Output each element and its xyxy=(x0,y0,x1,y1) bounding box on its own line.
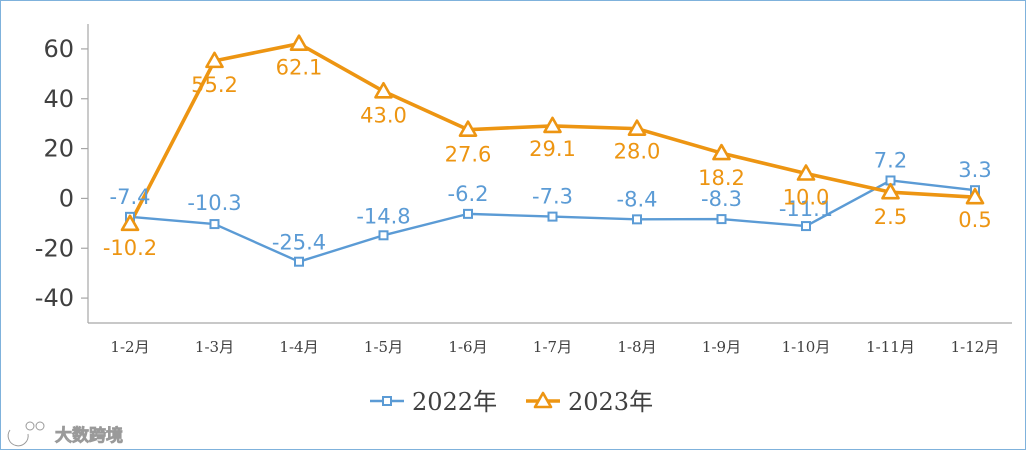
series-1-data-label: 3.3 xyxy=(958,158,991,182)
series-2-point xyxy=(965,187,985,205)
series-1-point xyxy=(801,221,811,232)
series-1-point xyxy=(463,208,473,219)
series-1-data-label: -11.1 xyxy=(779,197,833,221)
series-2-data-label: -10.2 xyxy=(103,236,157,260)
series-1-data-label: -8.3 xyxy=(701,187,742,211)
series-1-data-label: -7.4 xyxy=(110,185,151,209)
y-tick-label: -20 xyxy=(35,234,74,262)
series-2-point xyxy=(374,81,393,99)
legend-marker-triangle xyxy=(533,391,553,409)
series-2-point xyxy=(543,116,562,134)
data-labels: -7.4 -10.3 -25.4 -14.8 -6.2 -7.3 -8.4 -8.3 -11.1… xyxy=(103,56,992,260)
x-tick-label: 1-3月 xyxy=(195,338,234,356)
x-tick-label: 1-7月 xyxy=(533,338,572,356)
series-1-data-label: -14.8 xyxy=(356,204,410,228)
y-tick-label: 0 xyxy=(59,184,74,212)
legend-marker-square xyxy=(382,396,392,406)
series-1-point xyxy=(294,256,304,267)
x-tick-label: 1-6月 xyxy=(448,338,487,356)
y-tick-label: 20 xyxy=(43,135,74,163)
x-axis-ticks: 1-2月 1-3月 1-4月 1-5月 1-6月 1-7月 1-8月 1-9月 1-10月 1-1… xyxy=(110,338,999,356)
series-1-point xyxy=(378,230,389,241)
series-2-data-label: 43.0 xyxy=(360,103,407,127)
series-1-point xyxy=(632,214,642,225)
series-2-data-label: 27.6 xyxy=(445,143,492,167)
series-1-point xyxy=(716,214,727,225)
x-tick-label: 1-2月 xyxy=(110,338,149,356)
series-2-point xyxy=(712,143,731,161)
series-1-data-label: -8.4 xyxy=(617,187,658,211)
series-2-point xyxy=(289,34,309,51)
series-2-point xyxy=(120,214,140,232)
series-2-data-label: 2.5 xyxy=(874,205,907,229)
watermark-text: 大数跨境 xyxy=(55,425,123,446)
series-1-data-label: 7.2 xyxy=(874,148,907,172)
series-2-point xyxy=(796,164,816,181)
series-1-point xyxy=(547,211,558,222)
axes xyxy=(87,24,1012,324)
series-2-data-label: 0.5 xyxy=(958,208,991,232)
watermark: 大数跨境 xyxy=(6,421,123,448)
x-tick-label: 1-9月 xyxy=(702,338,741,356)
y-tick-label: -40 xyxy=(35,284,74,312)
y-tick-label: 40 xyxy=(43,85,74,113)
series-2-data-label: 28.0 xyxy=(614,140,661,164)
series-1-data-label: -7.3 xyxy=(532,185,573,209)
series-1-data-label: -10.3 xyxy=(187,191,241,215)
x-tick-label: 1-8月 xyxy=(617,338,656,356)
series-2-data-label: 10.0 xyxy=(783,186,830,210)
series-1-data-label: -25.4 xyxy=(272,231,326,255)
series-2-data-label: 18.2 xyxy=(698,166,745,190)
series-1-data-label: -6.2 xyxy=(448,182,489,206)
series-2-data-label: 55.2 xyxy=(191,73,238,97)
x-tick-label: 1-10月 xyxy=(782,338,831,356)
legend: 2022年 2023年 xyxy=(370,388,653,416)
series-2-point xyxy=(881,182,900,200)
watermark-logo-icon xyxy=(6,421,45,448)
series-2-point xyxy=(458,120,478,137)
series-2-point xyxy=(205,51,224,69)
y-tick-label: 60 xyxy=(43,35,74,63)
series-2-data-label: 29.1 xyxy=(529,137,576,161)
x-tick-label: 1-5月 xyxy=(364,338,403,356)
series-2-data-label: 62.1 xyxy=(276,56,323,80)
y-axis-ticks: -40 -20 0 20 40 60 xyxy=(35,35,88,312)
x-tick-label: 1-11月 xyxy=(866,338,915,356)
legend-label-2: 2023年 xyxy=(568,388,653,416)
series-2-point xyxy=(627,119,647,136)
x-tick-label: 1-4月 xyxy=(279,338,318,356)
x-tick-label: 1-12月 xyxy=(951,338,1000,356)
legend-label-1: 2022年 xyxy=(412,388,497,416)
series-group xyxy=(120,34,985,267)
series-1-point xyxy=(209,219,220,230)
